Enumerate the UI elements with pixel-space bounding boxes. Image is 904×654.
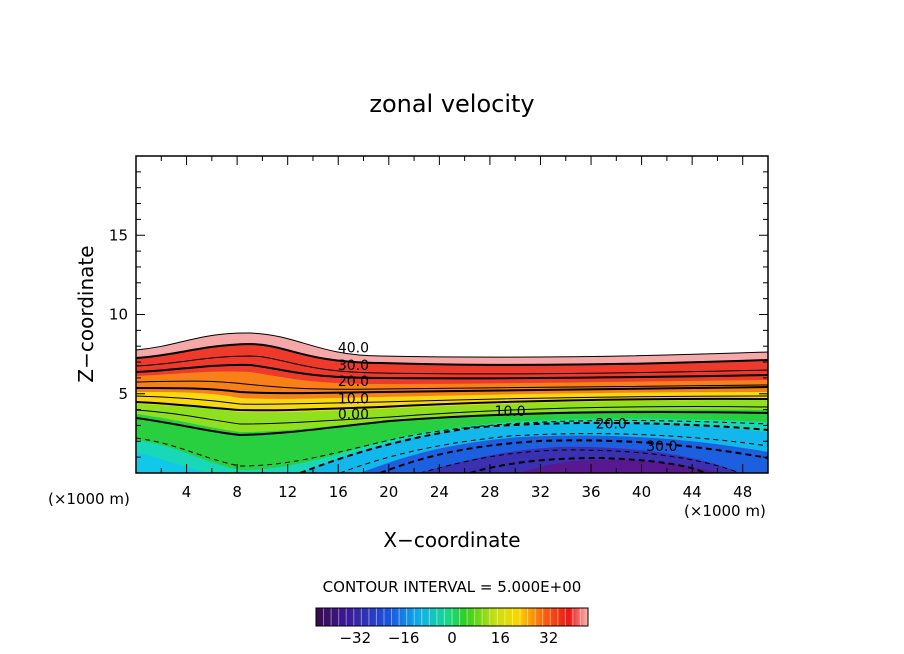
contour-line-neg20 [379, 439, 768, 473]
contour-band-cyan-left [136, 452, 210, 473]
colorbar-tick-label: −32 [339, 629, 371, 647]
x-unit-left: (×1000 m) [48, 490, 130, 508]
contour-line-neg10 [299, 421, 768, 473]
contour-line-neg30 [469, 456, 706, 473]
colorbar-gradient [316, 608, 588, 626]
contour-line-45 [136, 332, 768, 358]
colorbar-segments [323, 608, 581, 626]
x-tick-label: 24 [430, 483, 449, 501]
y-tick-label: 15 [109, 226, 128, 244]
contour-label: 40.0 [338, 341, 369, 357]
x-tick-label: 16 [329, 483, 348, 501]
contour-line-neg25 [419, 449, 741, 473]
contour-line-15 [136, 395, 768, 405]
x-tick-label: 32 [531, 483, 550, 501]
x-tick-label: 12 [278, 483, 297, 501]
contour-line-25 [136, 380, 768, 390]
x-axis-label: X−coordinate [383, 528, 520, 552]
x-tick-label: 4 [182, 483, 192, 501]
contour-label: 20.0 [596, 417, 627, 433]
contour-interval-footer: CONTOUR INTERVAL = 5.000E+00 [323, 578, 582, 596]
contour-line-30 [136, 363, 768, 380]
contour-line-35 [136, 355, 768, 375]
colorbar-frame [315, 607, 589, 627]
contour-line-5 [136, 406, 768, 425]
contour-line-40 [136, 342, 768, 366]
contour-band-violet [520, 459, 720, 473]
contour-labels: 40.030.020.010.00.00 10.020.030.0 [338, 341, 678, 455]
contour-line-0 [136, 411, 768, 437]
contour-line-neg15 [339, 433, 768, 473]
colorbar-tick-label: 0 [447, 629, 457, 647]
contour-label: 20.0 [338, 374, 369, 390]
colorbar-tick-label: 16 [491, 629, 510, 647]
contour-line-20 [136, 386, 768, 395]
contour-label: 30.0 [338, 358, 369, 374]
x-tick-label: 40 [632, 483, 651, 501]
contour-line-neg5 [136, 420, 768, 467]
colorbar-tick-label: −16 [388, 629, 420, 647]
y-axis-ticks: 5 10 15 [109, 171, 768, 458]
contour-label: 0.00 [338, 407, 369, 423]
colorbar: −32 −16 0 16 32 [315, 607, 589, 647]
x-tick-label: 44 [683, 483, 702, 501]
x-unit-right: (×1000 m) [684, 502, 766, 520]
x-tick-label: 48 [733, 483, 752, 501]
x-tick-label: 8 [232, 483, 242, 501]
y-tick-label: 5 [118, 385, 128, 403]
contour-label: 30.0 [646, 439, 677, 455]
contour-line-10 [136, 397, 768, 412]
x-tick-label: 28 [480, 483, 499, 501]
x-tick-label: 36 [581, 483, 600, 501]
y-axis-label: Z−coordinate [74, 245, 98, 382]
y-tick-label: 10 [109, 306, 128, 324]
chart-title: zonal velocity [369, 90, 534, 118]
x-axis-ticks: 4 8 12 16 20 24 28 32 36 40 44 48 [160, 156, 752, 501]
contour-lines [136, 332, 768, 473]
contour-label: 10.0 [338, 391, 369, 407]
contour-label: 10.0 [495, 404, 526, 420]
colorbar-tick-label: 32 [539, 629, 558, 647]
x-tick-label: 20 [379, 483, 398, 501]
colorbar-ticks: −32 −16 0 16 32 [339, 629, 558, 647]
